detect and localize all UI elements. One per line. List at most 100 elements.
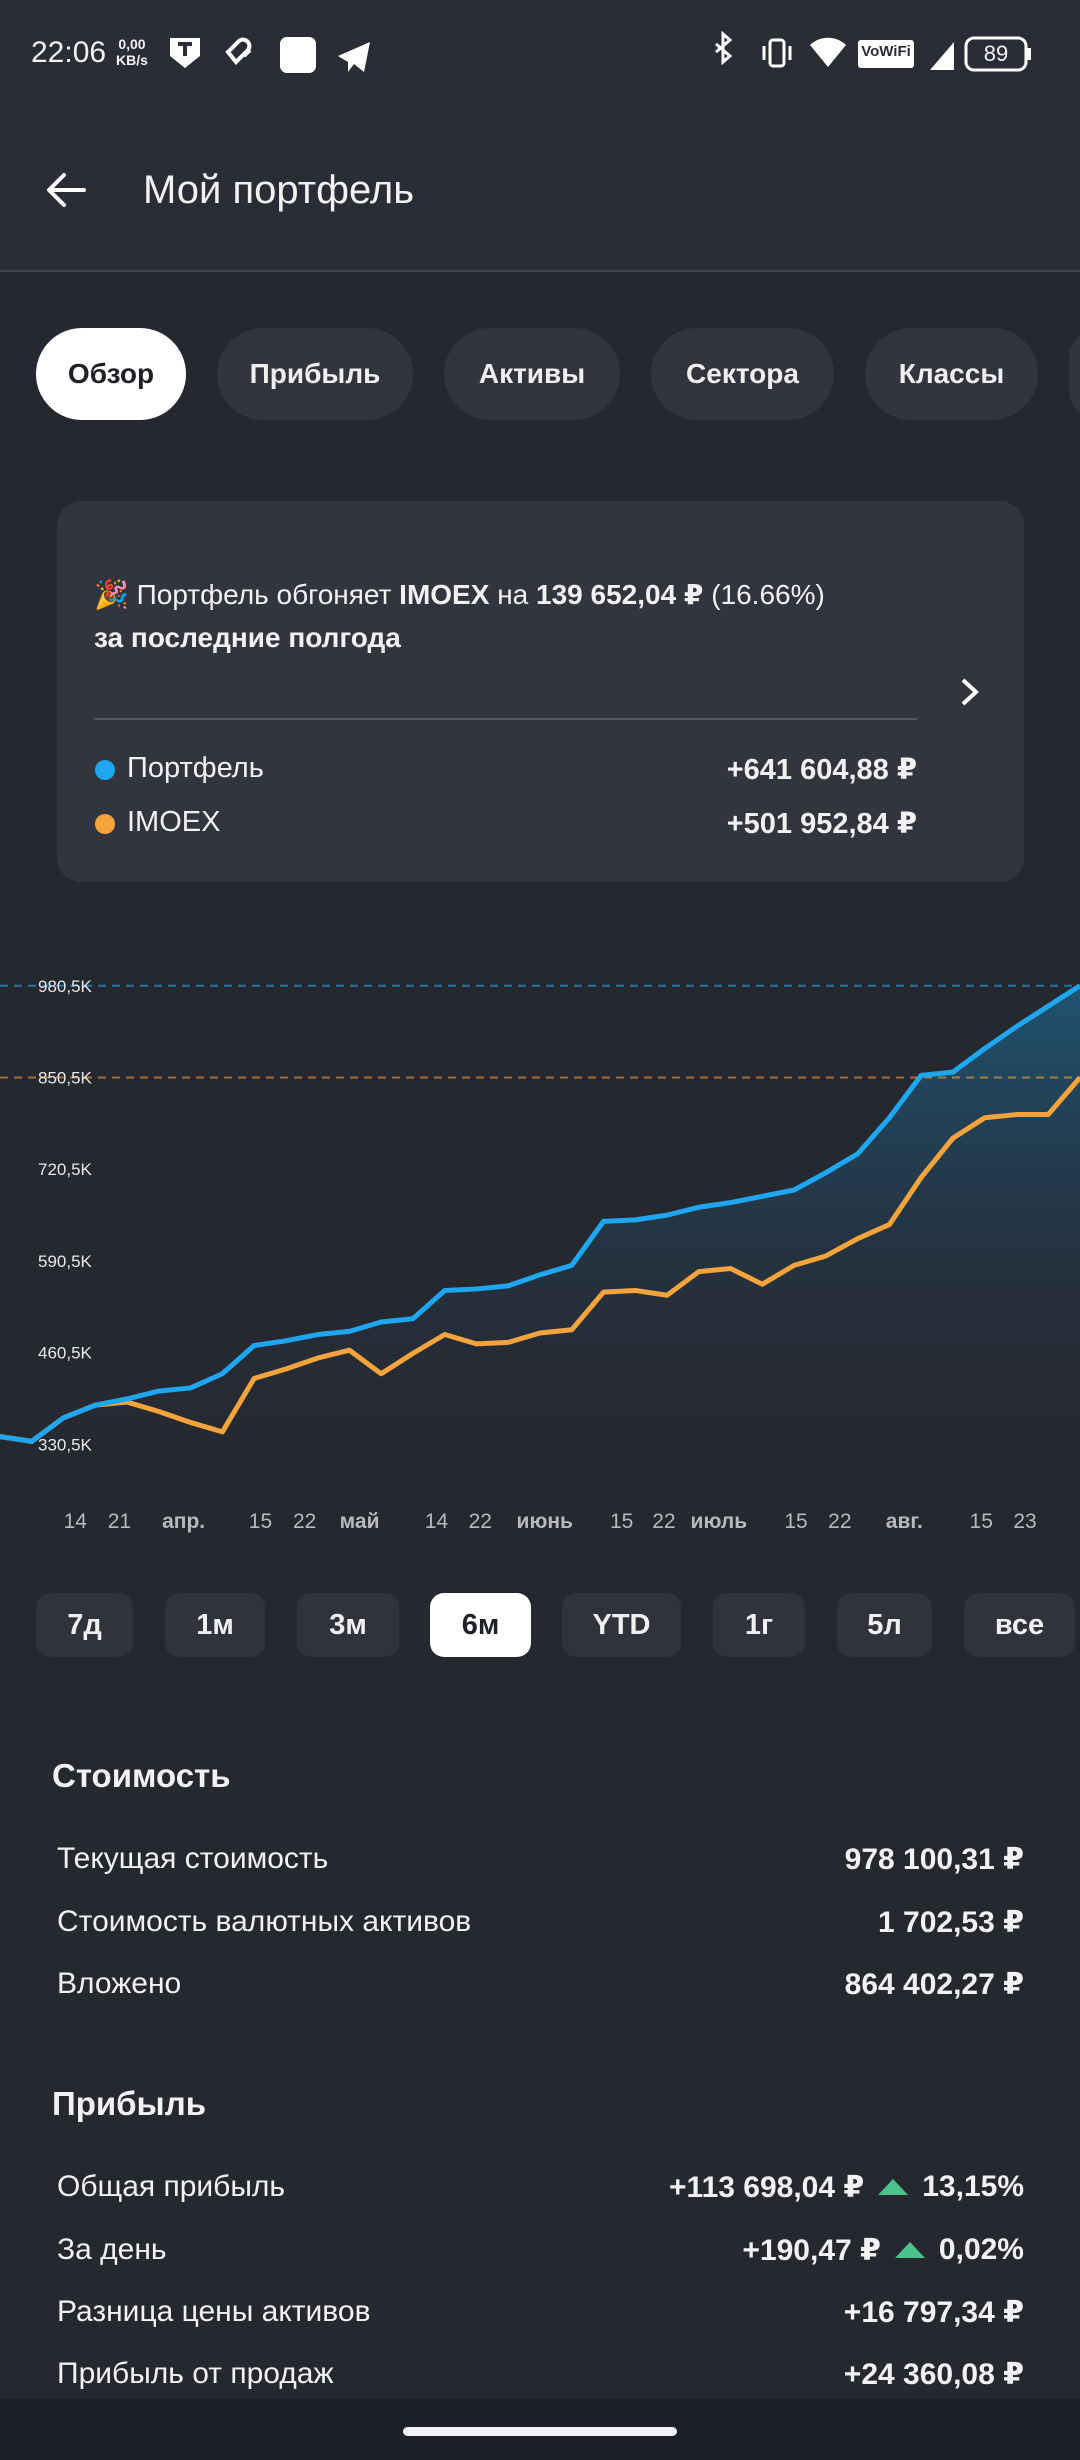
x-tick-label: 15: [249, 1510, 272, 1533]
profit-row: Разница цены активов +16 797,34 ₽: [57, 2287, 1024, 2337]
y-tick-label: 330,5K: [38, 1435, 93, 1454]
legend-name: IMOEX: [127, 806, 221, 838]
row-change: 0,02%: [938, 2233, 1024, 2266]
home-indicator[interactable]: [403, 2427, 677, 2436]
row-label: Разница цены активов: [57, 2295, 371, 2328]
vibrate-marks: [762, 46, 792, 60]
summary-card[interactable]: [57, 501, 1024, 882]
wifi-icon: [810, 37, 846, 67]
legend-value: +641 604,88 ₽: [726, 754, 917, 786]
net-speed-unit: KB/s: [116, 52, 148, 68]
legend-name: Портфель: [127, 752, 264, 784]
x-tick-label: 23: [1013, 1510, 1036, 1533]
app-icon: [280, 37, 316, 73]
legend-value: +501 952,84 ₽: [726, 808, 917, 840]
tab[interactable]: Обзор: [36, 328, 186, 420]
row-value: +190,47 ₽: [742, 2233, 881, 2267]
battery-icon: [964, 36, 1028, 72]
value-row: Стоимость валютных активов 1 702,53 ₽: [57, 1897, 1024, 1947]
value-row: Вложено 864 402,27 ₽: [57, 1959, 1024, 2009]
row-label: Вложено: [57, 1967, 182, 2000]
summary-text: 🎉 Портфель обгоняет IMOEX на 139 652,04 …: [94, 578, 825, 611]
y-tick-label: 590,5K: [38, 1252, 93, 1271]
period-button[interactable]: 1г: [713, 1593, 805, 1657]
row-value: +24 360,08 ₽: [843, 2357, 1024, 2391]
vibrate-icon: [768, 38, 786, 68]
period-button[interactable]: 1м: [165, 1593, 265, 1657]
series-line: [0, 1075, 1080, 1444]
vowifi-box: [858, 40, 914, 68]
x-tick-label: 14: [64, 1510, 88, 1533]
row-value: +16 797,34 ₽: [843, 2295, 1024, 2329]
clock: 22:06: [31, 36, 107, 69]
area-fill: [0, 985, 1080, 1466]
x-tick-label: июнь: [517, 1510, 574, 1533]
period-button[interactable]: YTD: [562, 1593, 681, 1657]
series-line: [0, 983, 1080, 1444]
app-icon: [225, 37, 252, 65]
row-value: +113 698,04 ₽: [669, 2170, 865, 2204]
vowifi-label: VoWiFi: [861, 43, 911, 60]
profit-row: Общая прибыль +113 698,04 ₽ 13,15%: [57, 2162, 1024, 2212]
row-value: 1 702,53 ₽: [878, 1905, 1024, 1939]
section-title: Стоимость: [52, 1757, 231, 1794]
row-value-group: +190,47 ₽ 0,02%: [742, 2233, 1024, 2268]
summary-middle: на: [497, 579, 529, 610]
x-tick-label: 22: [828, 1510, 851, 1533]
row-label: Стоимость валютных активов: [57, 1905, 472, 1938]
tab[interactable]: Классы: [865, 328, 1038, 420]
tab[interactable]: Прибыль: [217, 328, 413, 420]
shield-glyph: [178, 42, 192, 56]
y-tick-label: 980,5K: [38, 977, 93, 996]
x-tick-label: 22: [293, 1510, 316, 1533]
page-title: Мой портфель: [143, 168, 415, 212]
battery-level: 89: [983, 41, 1009, 66]
profit-row: За день +190,47 ₽ 0,02%: [57, 2225, 1024, 2275]
row-value-group: +113 698,04 ₽ 13,15%: [669, 2170, 1024, 2205]
x-tick-label: 22: [469, 1510, 492, 1533]
tab-partial[interactable]: [1069, 328, 1080, 420]
summary-index: IMOEX: [399, 579, 490, 610]
back-arrow: [47, 173, 86, 207]
bluetooth-icon: [715, 30, 733, 66]
summary-percent: (16.66%): [711, 579, 825, 610]
status-icons: [170, 30, 1031, 73]
chevron: [961, 678, 979, 706]
summary-lead: Портфель обгоняет: [136, 579, 392, 610]
chart: 330,5K 460,5K 590,5K 720,5K 850,5K 980,5K 14 21…: [0, 977, 1080, 1533]
value-row: Текущая стоимость 978 100,31 ₽: [57, 1834, 1024, 1884]
row-label: За день: [57, 2233, 167, 2266]
battery-tip: [1027, 48, 1031, 60]
x-tick-label: 15: [784, 1510, 807, 1533]
profit-row: Прибыль от продаж +24 360,08 ₽: [57, 2349, 1024, 2399]
section-title: Прибыль: [52, 2085, 206, 2122]
emoji: 🎉: [94, 579, 129, 610]
row-label: Общая прибыль: [57, 2170, 286, 2203]
period-button[interactable]: 7д: [36, 1593, 133, 1657]
x-tick-label: июль: [691, 1510, 748, 1533]
x-tick-label: авг.: [886, 1510, 923, 1533]
divider: [94, 718, 917, 720]
row-value: 978 100,31 ₽: [844, 1842, 1024, 1876]
y-tick-label: 850,5K: [38, 1069, 93, 1088]
signal-icon: [930, 42, 954, 70]
period-button[interactable]: 3м: [297, 1593, 399, 1657]
back-button[interactable]: [44, 170, 88, 210]
period-button[interactable]: все: [964, 1593, 1075, 1657]
summary-period: за последние полгода: [94, 622, 401, 653]
x-tick-label: 21: [108, 1510, 131, 1533]
row-change: 13,15%: [922, 2170, 1024, 2203]
x-tick-label: апр.: [162, 1510, 205, 1533]
legend-dot: [95, 814, 115, 834]
row-label: Текущая стоимость: [57, 1842, 329, 1875]
row-value: 864 402,27 ₽: [844, 1967, 1024, 2001]
tab[interactable]: Сектора: [651, 328, 834, 420]
summary-amount: 139 652,04 ₽: [536, 579, 704, 610]
period-button[interactable]: 6м: [430, 1593, 531, 1657]
y-tick-label: 720,5K: [38, 1160, 93, 1179]
telegram-icon: [338, 42, 370, 72]
tab[interactable]: Активы: [444, 328, 620, 420]
net-speed: 0,00 KB/s: [116, 36, 148, 68]
period-button[interactable]: 5л: [837, 1593, 932, 1657]
legend-dot: [95, 760, 115, 780]
